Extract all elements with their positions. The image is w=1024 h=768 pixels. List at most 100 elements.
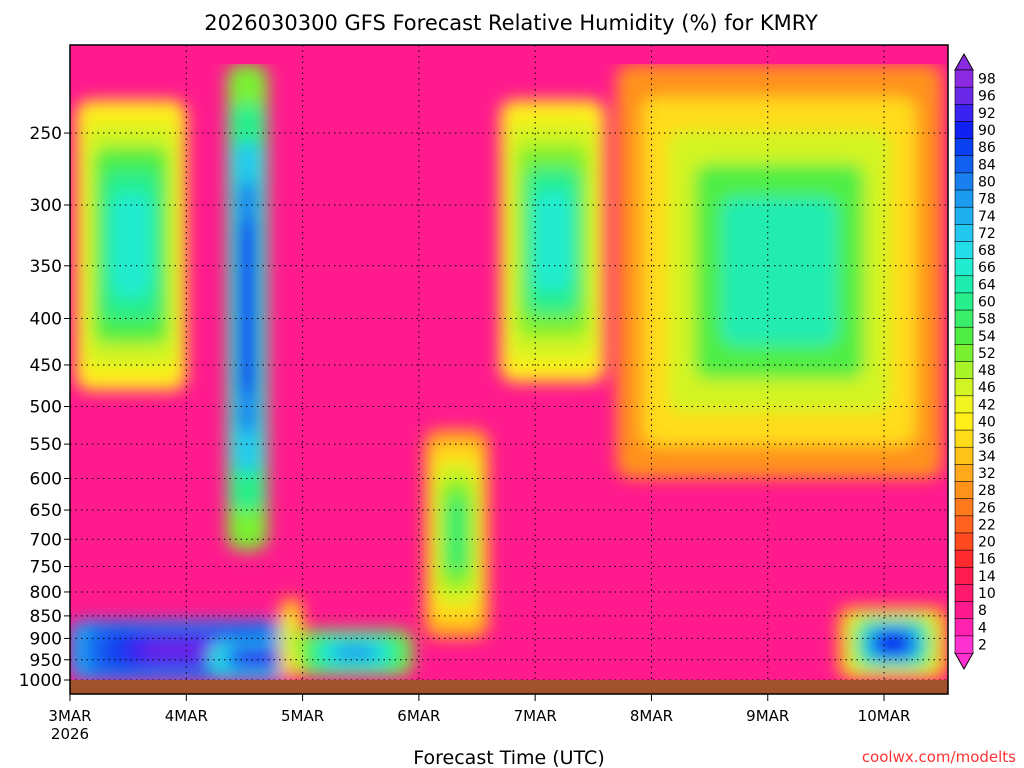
colorbar-label-42: 42 xyxy=(978,397,996,413)
colorbar-label-60: 60 xyxy=(978,294,996,310)
plot-border xyxy=(69,44,949,695)
colorbar-swatch-2 xyxy=(954,635,974,654)
ground-surface-band xyxy=(70,680,948,694)
x-axis-label: Forecast Time (UTC) xyxy=(413,747,604,768)
heatmap-cell-upper-moist-band-1-4 xyxy=(111,193,151,298)
colorbar-swatch-4 xyxy=(954,618,974,637)
y-tick-label-800: 800 xyxy=(30,583,62,603)
grid-layer xyxy=(70,45,948,680)
colorbar-label-20: 20 xyxy=(978,535,996,551)
colorbar-label-28: 28 xyxy=(978,483,996,499)
colorbar-label-40: 40 xyxy=(978,415,996,431)
colorbar-label-36: 36 xyxy=(978,432,996,448)
colorbar-label-96: 96 xyxy=(978,89,996,105)
colorbar-swatch-84 xyxy=(954,155,974,174)
chart-title: 2026030300 GFS Forecast Relative Humidit… xyxy=(204,11,818,35)
colorbar-label-68: 68 xyxy=(978,243,996,259)
plot-area xyxy=(69,44,949,695)
heatmap-cell-moist-layer-4mar-4 xyxy=(241,651,277,665)
colorbar-top-arrow xyxy=(954,52,974,71)
colorbar-label-4: 4 xyxy=(978,620,987,636)
watermark: coolwx.com/modelts xyxy=(862,748,1016,766)
x-tick-label-5MAR: 5MAR xyxy=(281,707,324,725)
y-tick-label-700: 700 xyxy=(30,530,62,550)
colorbar-label-8: 8 xyxy=(978,603,987,619)
colorbar-label-34: 34 xyxy=(978,449,996,465)
x-tick-label-7MAR: 7MAR xyxy=(514,707,557,725)
colorbar-swatch-52 xyxy=(954,344,974,363)
y-tick-label-450: 450 xyxy=(30,356,62,376)
colorbar-swatch-60 xyxy=(954,292,974,311)
y-tick-label-750: 750 xyxy=(30,557,62,577)
colorbar-label-98: 98 xyxy=(978,72,996,88)
heatmap-cell-deep-plume-4mar-4 xyxy=(240,219,255,395)
colorbar-label-46: 46 xyxy=(978,380,996,396)
colorbar-swatch-10 xyxy=(954,584,974,603)
colorbar-swatch-20 xyxy=(954,532,974,551)
colorbar-label-80: 80 xyxy=(978,174,996,190)
heatmap-cell-wet-upper-8to10mar-4 xyxy=(720,196,838,346)
colorbar-swatch-32 xyxy=(954,464,974,483)
colorbar-label-14: 14 xyxy=(978,569,996,585)
colorbar-label-10: 10 xyxy=(978,586,996,602)
colorbar-label-2: 2 xyxy=(978,637,987,653)
colorbar-label-86: 86 xyxy=(978,140,996,156)
heatmap-cell-low-level-moist-layer-4 xyxy=(142,639,225,661)
x-tick-label-6MAR: 6MAR xyxy=(397,707,440,725)
x-tick-label-9MAR: 9MAR xyxy=(746,707,789,725)
y-tick-label-600: 600 xyxy=(30,469,62,489)
y-tick-label-350: 350 xyxy=(30,257,62,277)
heatmap-cell-plume-6mar-4 xyxy=(445,496,469,572)
colorbar-swatch-98 xyxy=(954,69,974,88)
colorbar-swatch-46 xyxy=(954,378,974,397)
colorbar-swatch-72 xyxy=(954,224,974,243)
colorbar-swatch-54 xyxy=(954,326,974,346)
colorbar-swatch-74 xyxy=(954,206,974,226)
heatmap-cell-moist-10mar-low-4 xyxy=(872,630,913,657)
heatmap-cell-moist-5mar-low-4 xyxy=(333,644,376,662)
y-tick-label-950: 950 xyxy=(30,651,62,671)
y-tick-label-550: 550 xyxy=(30,435,62,455)
y-tick-label-400: 400 xyxy=(30,309,62,329)
colorbar-swatch-40 xyxy=(954,412,974,431)
colorbar-swatch-86 xyxy=(954,138,974,157)
y-axis: 2503003504004505005506006507007508008509… xyxy=(19,124,70,691)
colorbar-label-26: 26 xyxy=(978,500,996,516)
colorbar-swatch-28 xyxy=(954,481,974,500)
x-tick-label-8MAR: 8MAR xyxy=(630,707,673,725)
heatmap-cell-upper-band-7mar-4 xyxy=(533,190,572,292)
colorbar-label-92: 92 xyxy=(978,106,996,122)
y-tick-label-1000: 1000 xyxy=(19,671,62,691)
colorbar-swatch-80 xyxy=(954,172,974,191)
x-tick-label-3MAR: 3MAR xyxy=(48,707,91,725)
x-axis: 3MAR 4MAR 5MAR 6MAR 7MAR 8MAR 9MAR 10MAR xyxy=(48,694,910,725)
colorbar-swatch-22 xyxy=(954,515,974,534)
colorbar-label-66: 66 xyxy=(978,260,996,276)
colorbar-label-48: 48 xyxy=(978,363,996,379)
heatmap-layer xyxy=(70,64,948,680)
colorbar-label-90: 90 xyxy=(978,123,996,139)
colorbar-swatch-66 xyxy=(954,258,974,277)
x-tick-label-10MAR: 10MAR xyxy=(858,707,911,725)
colorbar-bottom-arrow xyxy=(954,652,974,671)
y-tick-label-300: 300 xyxy=(30,196,62,216)
colorbar-swatch-64 xyxy=(954,275,974,294)
colorbar-label-64: 64 xyxy=(978,277,996,293)
y-tick-label-500: 500 xyxy=(30,398,62,418)
colorbar-swatch-48 xyxy=(954,361,974,380)
colorbar-label-16: 16 xyxy=(978,552,996,568)
colorbar-swatch-92 xyxy=(954,103,974,123)
colorbar-swatch-96 xyxy=(954,86,974,106)
colorbar-label-72: 72 xyxy=(978,226,996,242)
colorbar: 9896929086848078747268666460585452484642… xyxy=(954,52,996,671)
colorbar-swatch-90 xyxy=(954,121,974,140)
colorbar-label-32: 32 xyxy=(978,466,996,482)
y-tick-label-900: 900 xyxy=(30,629,62,649)
colorbar-swatch-14 xyxy=(954,566,974,586)
colorbar-swatch-58 xyxy=(954,309,974,329)
colorbar-swatch-36 xyxy=(954,429,974,449)
colorbar-swatch-78 xyxy=(954,189,974,208)
y-tick-label-250: 250 xyxy=(30,124,62,144)
colorbar-swatch-42 xyxy=(954,395,974,414)
